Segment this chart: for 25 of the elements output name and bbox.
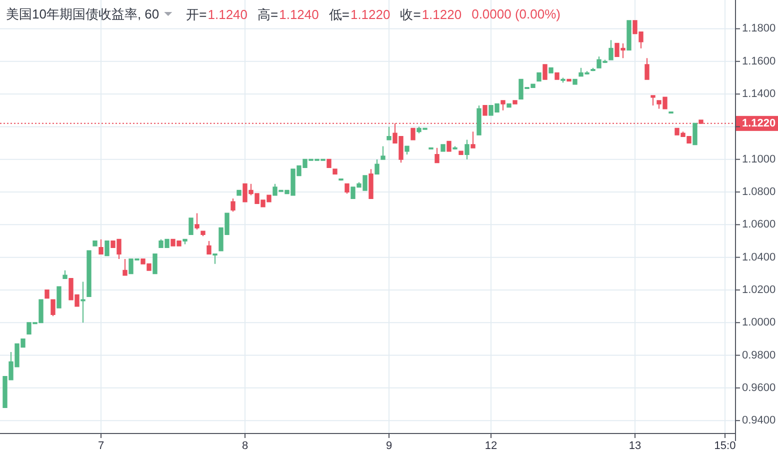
y-tick-label: 0.9800 xyxy=(742,349,776,362)
ref-line-label: 1.1220 xyxy=(742,117,776,130)
y-tick-label: 1.0600 xyxy=(742,218,776,231)
y-tick-label: 1.0000 xyxy=(742,316,776,329)
text: 开=1.1240 xyxy=(186,6,248,22)
y-tick-label: 1.0200 xyxy=(742,284,776,296)
x-tick-label: 13 xyxy=(628,440,642,452)
y-tick-label: 0.9400 xyxy=(742,414,776,427)
text: 0.0000 (0.00%) xyxy=(472,6,560,22)
text: 低=1.1220 xyxy=(328,6,390,22)
chart-title: 美国10年期国债收益率, 60 xyxy=(6,6,160,22)
x-tick-label: 7 xyxy=(98,440,104,452)
x-tick-label: 8 xyxy=(242,440,248,452)
y-tick-label: 1.1600 xyxy=(742,55,776,68)
y-tick-label: 1.0400 xyxy=(742,251,776,264)
y-tick-label: 1.1800 xyxy=(742,22,776,35)
x-tick-label: 15:0 xyxy=(714,440,736,452)
y-tick-label: 0.9600 xyxy=(742,382,776,394)
x-tick-label: 12 xyxy=(484,440,498,452)
x-tick-label: 9 xyxy=(386,440,392,452)
text: 收=1.1220 xyxy=(400,6,462,22)
y-tick-label: 1.1000 xyxy=(742,153,776,166)
y-tick-label: 1.0800 xyxy=(742,186,776,198)
y-tick-label: 1.1400 xyxy=(742,88,776,100)
text: 高=1.1240 xyxy=(258,6,319,22)
